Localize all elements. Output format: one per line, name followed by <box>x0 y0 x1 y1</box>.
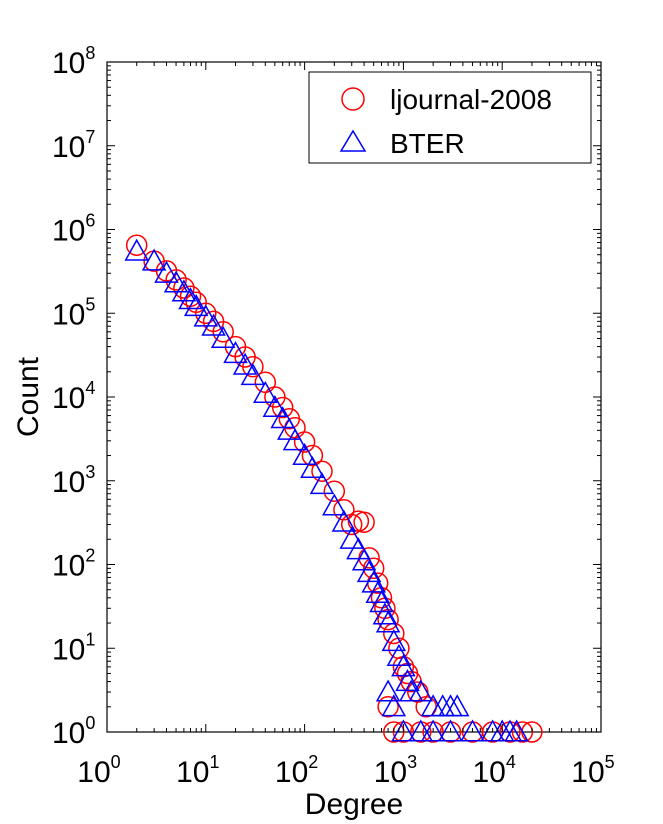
y-tick-label-5: 105 <box>52 294 95 331</box>
marker-bter-46 <box>420 719 446 742</box>
y-tick-label-2: 102 <box>52 546 95 583</box>
axis-ticks <box>106 61 602 733</box>
marker-bter-23 <box>339 526 364 549</box>
marker-bter-43 <box>381 694 407 717</box>
marker-bter-30 <box>372 602 398 625</box>
marker-bter-13 <box>253 380 278 404</box>
marker-bter-1 <box>141 248 167 271</box>
marker-bter-45 <box>408 719 434 742</box>
marker-ljournal-20 <box>311 460 333 482</box>
marker-bter-0 <box>124 238 149 261</box>
marker-bter-9 <box>210 325 236 349</box>
y-tick-label-4: 104 <box>52 378 95 415</box>
x-tick-label-4: 104 <box>473 752 516 789</box>
y-tick-label-3: 103 <box>52 462 95 499</box>
legend: ljournal-2008 BTER <box>308 71 592 164</box>
marker-ljournal-15 <box>271 396 294 419</box>
x-tick-label-3: 103 <box>374 752 417 789</box>
marker-ljournal-25 <box>353 511 375 533</box>
marker-bter-6 <box>183 294 209 317</box>
marker-bter-5 <box>178 287 203 310</box>
marker-bter-32 <box>381 629 407 652</box>
marker-bter-15 <box>270 406 295 429</box>
legend-label-bter: BTER <box>390 128 465 159</box>
marker-bter-21 <box>322 493 347 516</box>
marker-bter-18 <box>292 442 317 466</box>
marker-bter-2 <box>154 260 179 283</box>
marker-bter-8 <box>201 313 226 336</box>
marker-ljournal-21 <box>323 480 346 502</box>
marker-bter-24 <box>346 537 371 560</box>
legend-label-ljournal: ljournal-2008 <box>390 84 552 115</box>
marker-bter-7 <box>193 304 219 327</box>
x-tick-label-0: 100 <box>77 752 120 789</box>
y-tick-labels: 100 101 102 103 104 105 106 107 108 <box>52 43 95 750</box>
y-tick-label-6: 106 <box>52 211 95 248</box>
y-tick-label-0: 100 <box>52 713 95 750</box>
marker-bter-12 <box>240 363 266 386</box>
marker-bter-52 <box>504 719 529 742</box>
marker-ljournal-7 <box>195 302 217 325</box>
marker-bter-3 <box>163 270 189 293</box>
marker-ljournal-27 <box>362 557 385 580</box>
x-tick-labels: 100 101 102 103 104 105 <box>77 752 614 789</box>
marker-bter-20 <box>309 472 335 495</box>
marker-bter-11 <box>232 352 258 375</box>
marker-bter-10 <box>223 341 248 364</box>
marker-ljournal-3 <box>165 269 187 291</box>
legend-marker-bter <box>339 129 367 152</box>
plot-area <box>106 61 602 733</box>
legend-marker-ljournal <box>341 87 365 111</box>
marker-bter-19 <box>300 455 325 479</box>
x-tick-label-5: 105 <box>571 752 614 789</box>
marker-bter-41 <box>444 694 470 717</box>
y-tick-label-8: 108 <box>52 43 95 80</box>
marker-bter-42 <box>375 679 401 702</box>
marker-bter-27 <box>361 570 386 593</box>
marker-ljournal-22 <box>333 499 355 521</box>
marker-bter-22 <box>331 509 357 532</box>
marker-bter-14 <box>262 394 288 418</box>
marker-ljournal-12 <box>242 355 264 378</box>
marker-ljournal-39 <box>377 696 399 718</box>
marker-ljournal-0 <box>125 234 148 256</box>
data-markers <box>124 234 543 743</box>
marker-bter-31 <box>375 610 401 633</box>
x-axis-label: Degree <box>305 788 403 821</box>
marker-bter-47 <box>438 719 463 742</box>
marker-bter-44 <box>391 719 416 742</box>
marker-bter-35 <box>395 669 420 692</box>
marker-ljournal-9 <box>212 321 234 343</box>
marker-bter-37 <box>408 679 434 702</box>
marker-bter-28 <box>365 580 390 604</box>
marker-ljournal-18 <box>293 431 316 453</box>
marker-bter-17 <box>282 428 308 451</box>
marker-bter-48 <box>460 719 485 742</box>
y-tick-label-7: 107 <box>52 127 95 164</box>
y-tick-label-1: 101 <box>52 629 95 666</box>
marker-ljournal-4 <box>173 277 195 299</box>
x-tick-label-2: 102 <box>275 752 318 789</box>
x-tick-label-1: 101 <box>176 752 219 789</box>
marker-ljournal-19 <box>301 444 324 467</box>
legend-box <box>308 71 592 164</box>
y-axis-label: Count <box>12 356 45 437</box>
marker-bter-34 <box>391 654 416 677</box>
